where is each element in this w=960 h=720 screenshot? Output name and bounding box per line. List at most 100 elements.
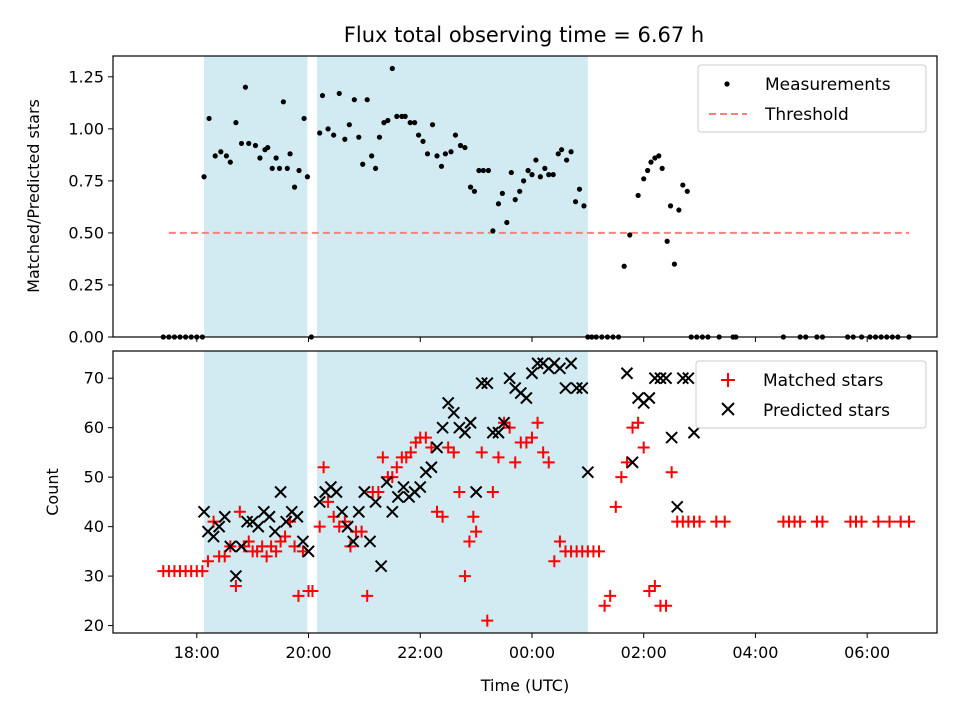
ratio-y-tick-label: 1.00	[68, 119, 104, 138]
measurement-point	[512, 197, 518, 203]
predicted-star-point	[682, 372, 695, 385]
measurement-point	[684, 188, 690, 194]
predicted-star-point	[296, 535, 310, 548]
measurement-point	[448, 149, 454, 155]
ratio-legend: Measurements Threshold	[697, 64, 927, 133]
matched-star-point	[390, 461, 403, 474]
ratio-x-ticks	[196, 337, 868, 342]
matched-star-point	[467, 510, 480, 523]
matched-star-point	[598, 599, 611, 612]
matched-star-point	[201, 555, 214, 568]
count-legend: Matched stars Predicted stars	[695, 360, 927, 429]
x-tick-label: 06:00	[844, 643, 890, 662]
measurement-point	[265, 144, 271, 151]
measurement-point	[476, 167, 482, 174]
measurement-point	[296, 167, 302, 174]
measurement-point	[325, 126, 331, 132]
chart-title: Flux total observing time = 6.67 h	[344, 23, 704, 47]
matched-star-point	[542, 456, 555, 469]
measurement-point	[360, 161, 366, 167]
legend-marker-matched	[721, 373, 735, 387]
predicted-star-point	[391, 490, 405, 504]
matched-star-point	[615, 471, 628, 484]
predicted-star-point	[302, 545, 315, 558]
predicted-star-point	[687, 426, 701, 439]
measurement-point	[572, 199, 579, 205]
measurement-point	[304, 174, 311, 180]
matched-star-point	[637, 441, 650, 454]
predicted-star-point	[564, 357, 578, 370]
matched-star-point	[458, 570, 471, 583]
measurement-point	[659, 165, 665, 171]
legend-label-threshold: Threshold	[764, 105, 849, 125]
measurement-point	[381, 120, 387, 126]
count-axes-frame	[112, 350, 938, 634]
measurement-point	[394, 113, 400, 119]
measurement-point	[273, 155, 279, 161]
measurement-point	[471, 188, 478, 194]
measurement-point	[385, 117, 391, 124]
matched-star-point	[338, 515, 351, 528]
matched-star-point	[486, 486, 499, 498]
measurement-point	[356, 134, 362, 140]
measurement-point	[621, 263, 627, 269]
matched-star-point	[609, 500, 622, 513]
predicted-star-point	[643, 391, 656, 405]
legend-label-measurements: Measurements	[765, 75, 891, 95]
measurement-point	[280, 99, 286, 105]
measurement-point	[576, 186, 583, 192]
matched-star-point	[306, 584, 319, 597]
predicted-stars-points	[197, 357, 701, 583]
measurement-point	[490, 228, 496, 234]
matched-star-point	[660, 599, 673, 612]
matched-stars-points	[157, 416, 916, 627]
measurement-point	[212, 153, 218, 159]
matched-star-point	[620, 456, 633, 469]
matched-star-point	[693, 515, 706, 528]
predicted-star-point	[497, 416, 511, 429]
predicted-star-point	[458, 426, 472, 439]
x-tick-label: 22:00	[397, 643, 443, 662]
predicted-star-point	[386, 505, 399, 518]
measurement-point	[517, 188, 523, 194]
measurement-point	[652, 155, 658, 161]
measurement-point	[521, 178, 527, 184]
predicted-star-point	[229, 569, 243, 583]
matched-star-point	[447, 446, 460, 459]
ratio-panel: 0.00 0.25 0.50 0.75 1.00 1.25 Matched/Predict…	[24, 55, 938, 347]
matched-star-point	[816, 515, 829, 528]
ratio-y-tick-label: 0.00	[68, 328, 104, 347]
predicted-star-point	[352, 505, 366, 518]
matched-star-point	[470, 525, 483, 538]
matched-star-point	[855, 515, 868, 528]
predicted-star-point	[576, 381, 589, 395]
matched-star-point	[313, 520, 326, 533]
ratio-y-tick-label: 0.50	[68, 223, 104, 242]
measurement-point	[376, 134, 383, 140]
predicted-star-point	[486, 426, 500, 439]
predicted-star-point	[358, 485, 371, 499]
matched-star-point	[453, 486, 466, 498]
matched-star-point	[492, 451, 505, 464]
measurement-point	[550, 172, 556, 178]
count-panel: 20 30 40 50 60 70 18:00 20:00 22:00 00:00 02:00 04…	[43, 350, 938, 695]
measurement-point	[276, 165, 283, 171]
measurement-point	[389, 65, 395, 72]
predicted-star-point	[441, 396, 455, 410]
predicted-star-point	[197, 505, 211, 518]
predicted-star-point	[469, 485, 483, 499]
measurement-point	[452, 132, 459, 138]
measurement-point	[402, 113, 408, 119]
predicted-star-point	[380, 475, 393, 489]
count-y-tick-label: 50	[84, 468, 104, 487]
measurement-point	[351, 97, 357, 103]
matched-star-point	[593, 545, 606, 558]
measurement-point	[420, 138, 426, 144]
shaded-interval-0	[204, 56, 308, 337]
measurement-point	[242, 84, 248, 90]
count-x-ticks: 18:00 20:00 22:00 00:00 02:00 04:00 06:00	[174, 633, 890, 662]
predicted-star-point	[492, 426, 505, 439]
count-y-ticks: 20 30 40 50 60 70	[84, 369, 113, 635]
predicted-star-point	[235, 540, 248, 553]
